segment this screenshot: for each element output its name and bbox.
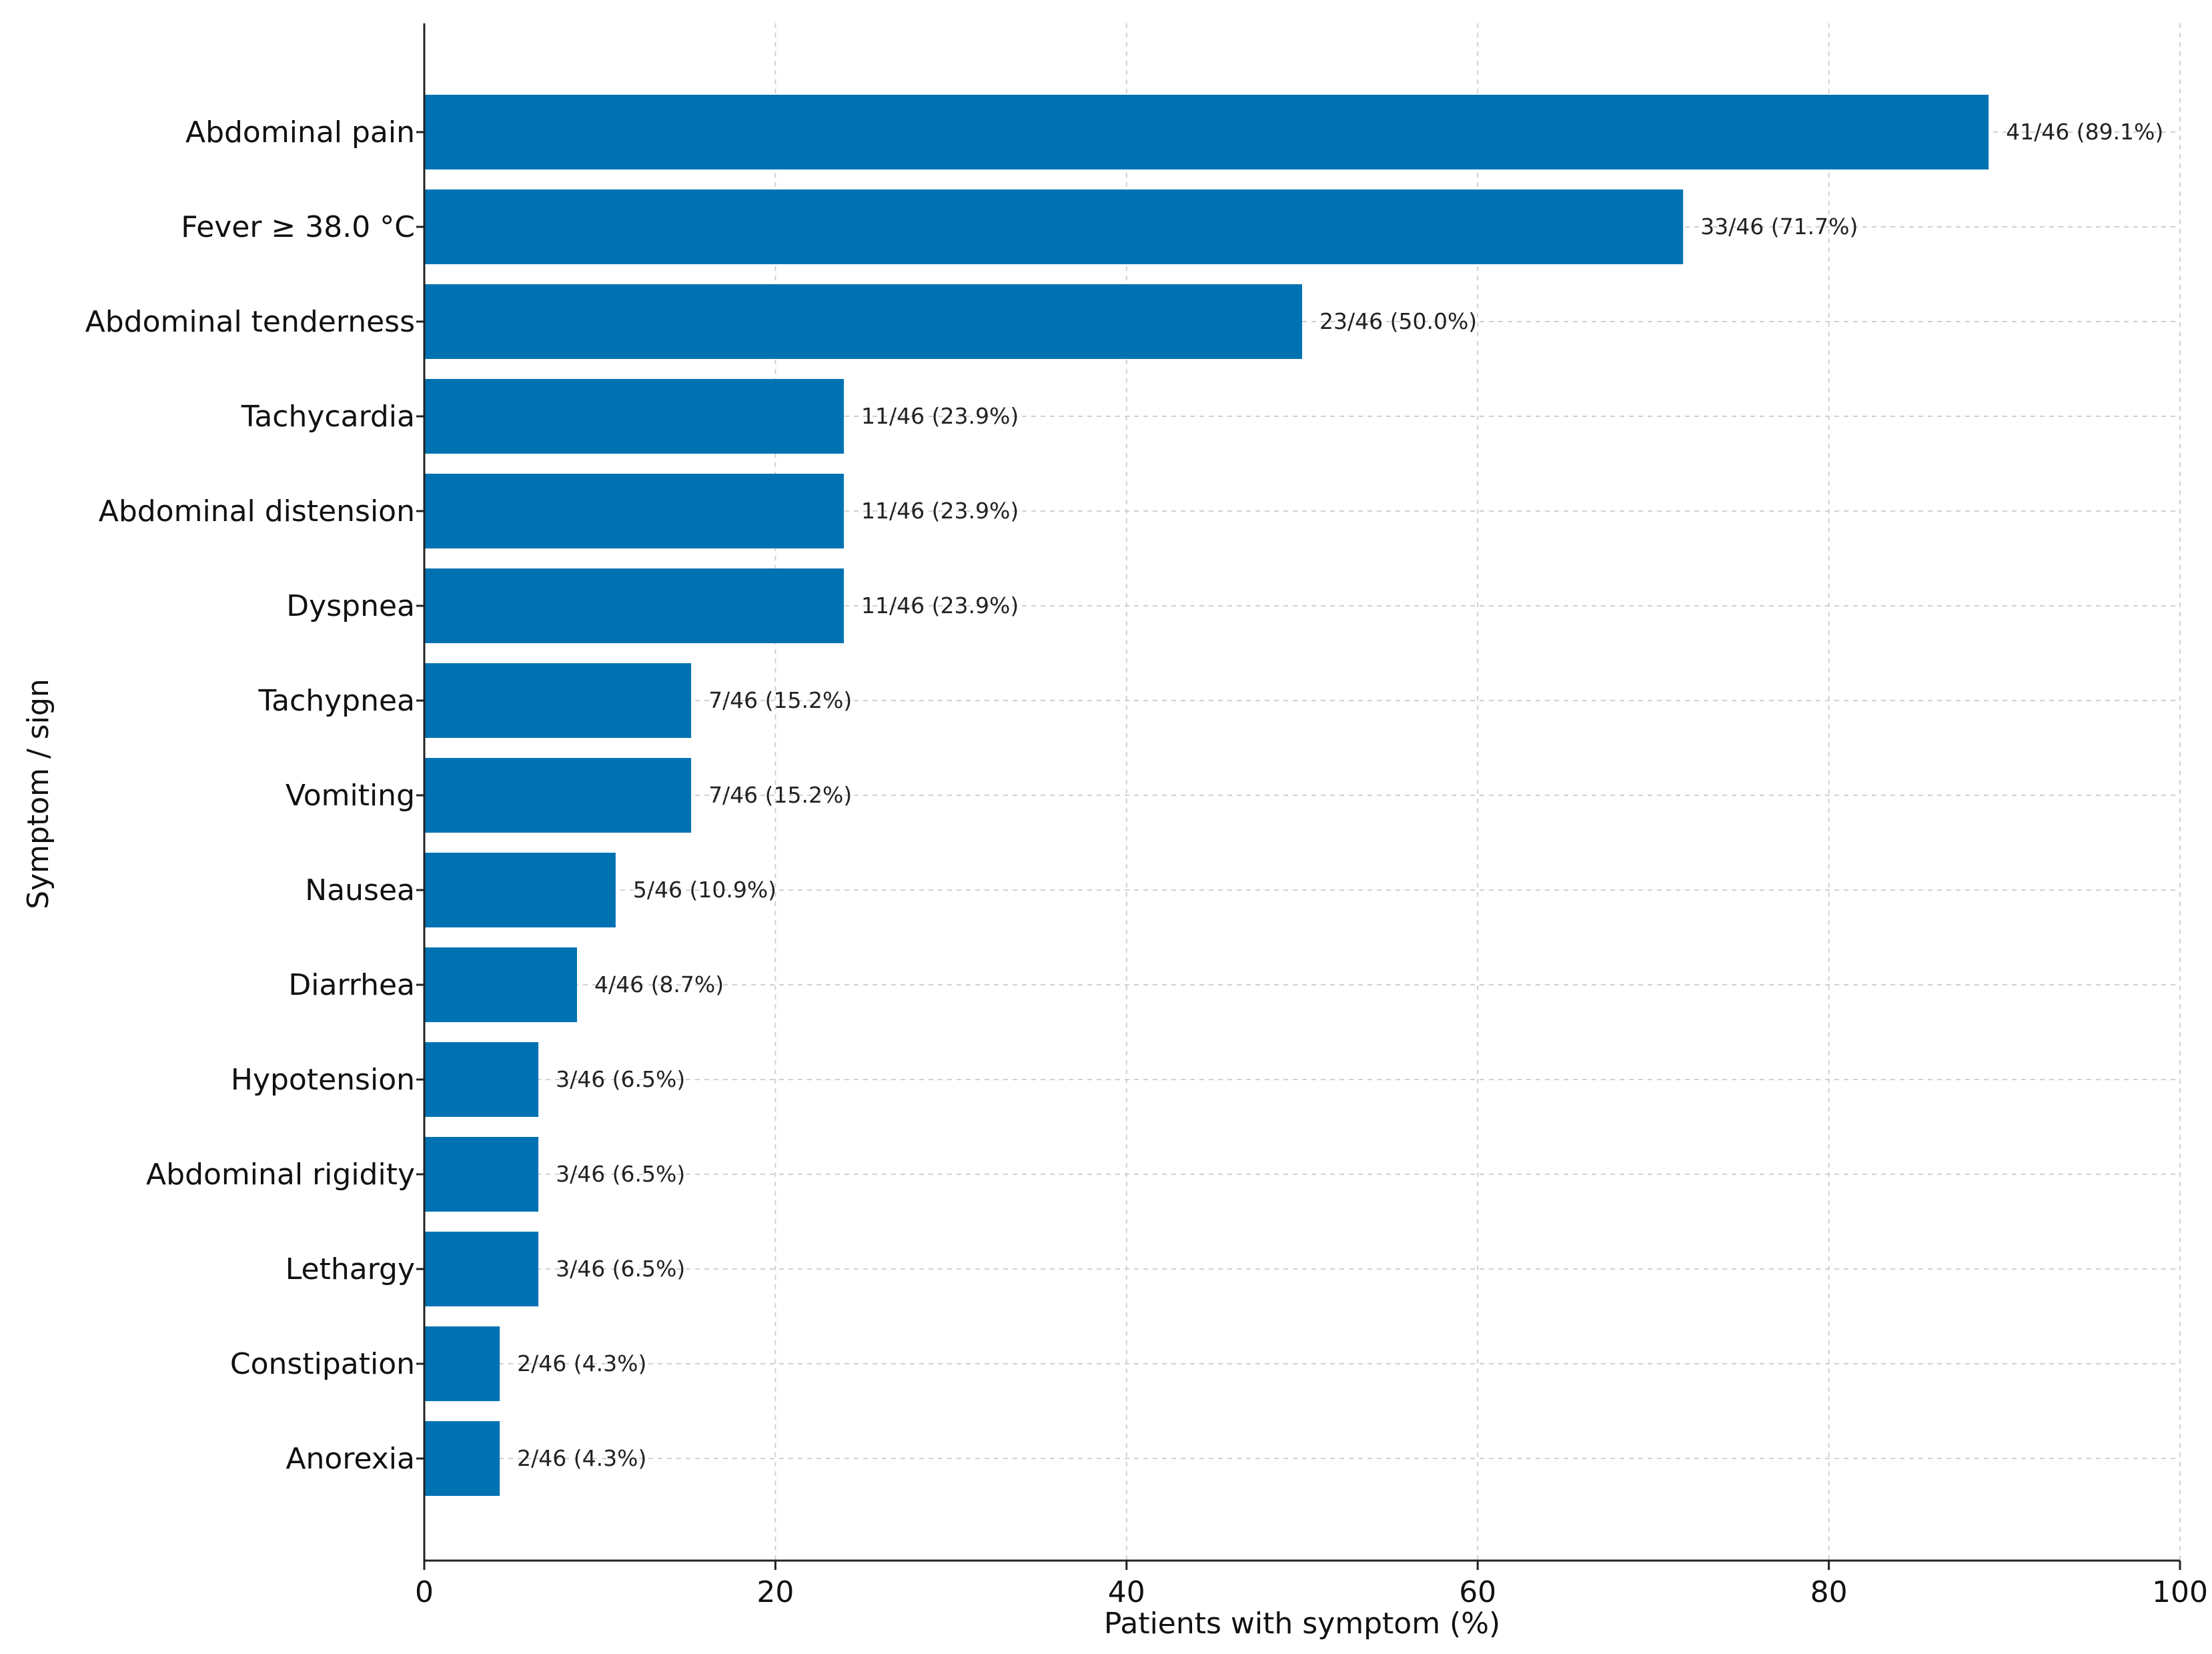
category-label: Hypotension [231, 1063, 415, 1097]
x-tick-label: 20 [756, 1575, 794, 1609]
data-labels: 41/46 (89.1%) 33/46 (71.7%) 23/46 (50.0%) 1… [517, 119, 2163, 1471]
category-label: Vomiting [286, 779, 415, 813]
bar-data-label: 11/46 (23.9%) [861, 592, 1019, 618]
bar-data-label: 41/46 (89.1%) [2006, 119, 2163, 145]
bars [424, 95, 1989, 1496]
bar-data-label: 23/46 (50.0%) [1319, 308, 1477, 334]
category-label: Constipation [230, 1347, 415, 1381]
category-label: Nausea [305, 873, 415, 907]
x-tick-label: 60 [1459, 1575, 1496, 1609]
bar-data-label: 4/46 (8.7%) [594, 971, 724, 997]
x-tick-label: 0 [415, 1575, 434, 1609]
bar-data-label: 7/46 (15.2%) [708, 782, 852, 808]
bar [424, 1137, 539, 1212]
bar-data-label: 33/46 (71.7%) [1700, 214, 1858, 240]
bar [424, 853, 616, 927]
gridlines [424, 23, 2181, 1561]
category-label: Abdominal tenderness [85, 305, 415, 339]
category-label: Tachycardia [241, 400, 415, 434]
bar-data-label: 7/46 (15.2%) [708, 687, 852, 713]
category-label: Abdominal rigidity [146, 1158, 415, 1192]
bar-data-label: 3/46 (6.5%) [556, 1256, 685, 1282]
y-axis-title: Symptom / sign [21, 679, 55, 909]
category-labels: Abdominal pain Fever ≥ 38.0 °C Abdominal t… [85, 115, 415, 1476]
bar [424, 758, 692, 833]
category-label: Diarrhea [288, 968, 415, 1002]
bar-data-label: 5/46 (10.9%) [633, 877, 776, 903]
bar [424, 189, 1684, 264]
category-label: Abdominal pain [185, 115, 415, 149]
bar [424, 284, 1302, 359]
bar-data-label: 11/46 (23.9%) [861, 498, 1019, 524]
bar-data-label: 11/46 (23.9%) [861, 403, 1019, 429]
bar [424, 663, 692, 738]
bar [424, 568, 845, 643]
bar [424, 947, 577, 1022]
category-label: Lethargy [286, 1252, 415, 1286]
bar [424, 474, 845, 548]
category-label: Abdominal distension [99, 494, 415, 528]
bar [424, 1421, 500, 1496]
category-label: Fever ≥ 38.0 °C [181, 210, 415, 244]
bar [424, 1326, 500, 1401]
category-label: Dyspnea [286, 589, 415, 623]
x-axis-title: Patients with symptom (%) [1104, 1607, 1500, 1641]
bar [424, 95, 1989, 169]
x-ticks: 0 20 40 60 80 100 [415, 131, 2208, 1609]
bar-data-label: 3/46 (6.5%) [556, 1161, 685, 1187]
category-label: Anorexia [286, 1442, 415, 1476]
bar [424, 1042, 539, 1117]
x-tick-label: 80 [1810, 1575, 1848, 1609]
axes [423, 23, 2180, 1562]
x-tick-label: 40 [1108, 1575, 1145, 1609]
bar [424, 1232, 539, 1306]
bar [424, 379, 845, 454]
category-label: Tachypnea [257, 684, 415, 718]
bar-data-label: 2/46 (4.3%) [517, 1445, 646, 1471]
x-tick-label: 100 [2152, 1575, 2208, 1609]
bar-data-label: 3/46 (6.5%) [556, 1066, 685, 1092]
bar-data-label: 2/46 (4.3%) [517, 1350, 646, 1376]
